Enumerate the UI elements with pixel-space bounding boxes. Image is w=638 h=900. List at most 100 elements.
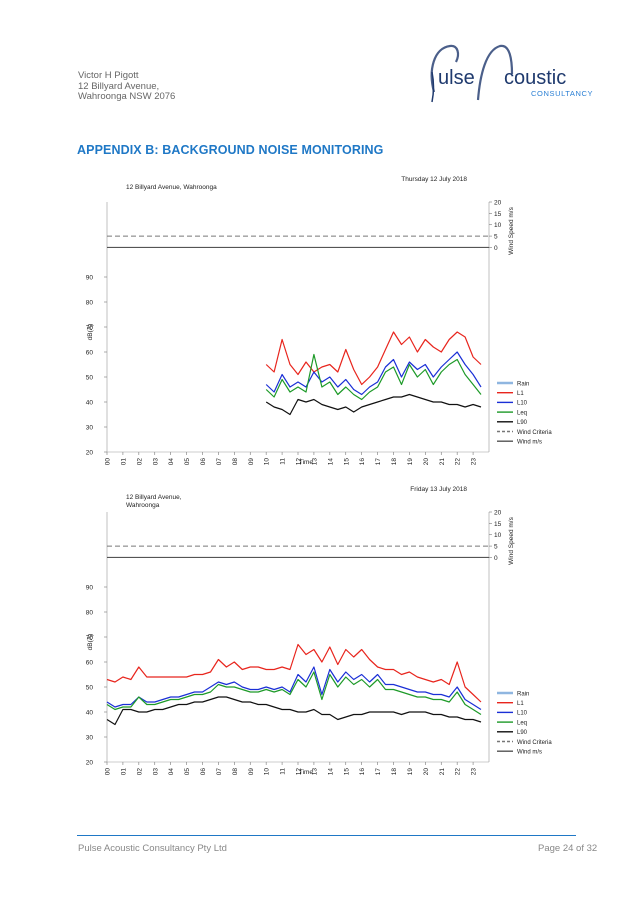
x-tick-label: 07 [216,768,223,776]
series-line-l90 [265,393,482,416]
y-axis-title: dB(A) [87,634,94,651]
series-line-l1 [265,331,482,386]
y2-tick-label: 5 [494,234,498,241]
x-tick-label: 18 [391,458,398,466]
y2-tick-label: 0 [494,555,498,562]
x-tick-label: 23 [471,458,478,466]
x-tick-label: 06 [200,768,207,776]
y-tick-label: 60 [86,350,94,357]
series-line-l90 [106,696,482,726]
x-tick-label: 16 [359,458,366,466]
series-line-l1 [106,643,482,703]
legend-label: L10 [517,401,528,407]
client-address: Victor H Pigott 12 Billyard Avenue, Wahr… [78,70,175,103]
x-tick-label: 23 [471,768,478,776]
y2-tick-label: 10 [494,532,502,539]
x-tick-label: 11 [280,458,287,465]
legend-label: L90 [517,730,528,736]
noise-chart-thursday: Thursday 12 July 2018 12 Billyard Avenue,… [0,168,638,498]
x-tick-label: 18 [391,768,398,776]
series-line-leq [106,671,482,716]
legend-label: Wind Criteria [517,740,552,746]
x-tick-label: 10 [264,458,271,466]
series-line-leq [265,353,482,401]
x-tick-label: 09 [248,458,255,466]
x-tick-label: 09 [248,768,255,776]
y-tick-label: 70 [86,325,94,332]
x-tick-label: 03 [152,768,159,776]
address-line-2: 12 Billyard Avenue, [78,80,160,92]
y-tick-label: 90 [86,275,94,282]
legend-label: L10 [517,711,528,717]
logo-word-2: coustic [504,67,566,89]
x-tick-label: 11 [280,768,287,775]
x-tick-label: 12 [296,458,303,466]
x-tick-label: 01 [120,768,127,776]
series-line-l10 [106,666,482,711]
y2-tick-label: 15 [494,521,502,528]
x-tick-label: 14 [327,458,334,466]
x-tick-label: 12 [296,768,303,776]
legend-label: Wind m/s [517,440,542,446]
series-line-l10 [265,351,482,396]
x-tick-label: 13 [311,458,318,466]
x-tick-label: 02 [136,768,143,776]
legend-label: Rain [517,691,529,697]
y-tick-label: 20 [86,760,94,767]
y2-tick-label: 10 [494,222,502,229]
y2-axis-title: Wind Speed m/s [508,516,515,564]
x-tick-label: 03 [152,458,159,466]
chart-location: 12 Billyard Avenue, [126,494,182,501]
noise-chart-friday: Friday 13 July 2018 12 Billyard Avenue, Wa… [0,478,638,808]
x-axis-title: Time [299,459,314,466]
x-tick-label: 19 [407,458,414,466]
x-tick-label: 10 [264,768,271,776]
y-tick-label: 70 [86,635,94,642]
chart-svg: Friday 13 July 2018 12 Billyard Avenue,Wa… [86,486,553,776]
chart-location: Wahroonga [126,502,160,509]
legend-label: Wind Criteria [517,430,552,436]
footer-divider [77,835,576,836]
x-tick-label: 00 [105,768,112,776]
x-tick-label: 17 [375,768,382,776]
chart-svg: Thursday 12 July 2018 12 Billyard Avenue,… [86,176,553,466]
y-tick-label: 80 [86,300,94,307]
footer-company: Pulse Acoustic Consultancy Pty Ltd [78,843,227,854]
x-tick-label: 04 [168,768,175,776]
y-tick-label: 30 [86,735,94,742]
x-tick-label: 19 [407,768,414,776]
y2-tick-label: 5 [494,544,498,551]
logo-a-arc [476,44,514,101]
y2-tick-label: 20 [494,510,502,517]
x-tick-label: 00 [105,458,112,466]
legend-label: L90 [517,420,528,426]
x-tick-label: 08 [232,768,239,776]
logo-tagline: CONSULTANCY [531,89,593,98]
y-tick-label: 60 [86,660,94,667]
logo-word-1: ulse [438,67,475,89]
x-tick-label: 20 [423,768,430,776]
chart-location: 12 Billyard Avenue, Wahroonga [126,184,217,191]
x-tick-label: 07 [216,458,223,466]
page-heading: APPENDIX B: BACKGROUND NOISE MONITORING [77,143,384,157]
y-axis-title: dB(A) [87,324,94,341]
x-tick-label: 15 [343,768,350,776]
x-tick-label: 20 [423,458,430,466]
footer-page-number: Page 24 of 32 [538,843,598,854]
x-tick-label: 06 [200,458,207,466]
x-tick-label: 13 [311,768,318,776]
chart-date: Thursday 12 July 2018 [401,176,467,183]
x-tick-label: 14 [327,768,334,776]
y2-tick-label: 15 [494,211,502,218]
legend-label: Wind m/s [517,750,542,756]
y-tick-label: 40 [86,400,94,407]
company-logo: ulse coustic CONSULTANCY [420,40,595,110]
y2-tick-label: 0 [494,245,498,252]
x-tick-label: 01 [120,458,127,466]
x-tick-label: 17 [375,458,382,466]
legend-label: L1 [517,701,524,707]
y2-axis-title: Wind Speed m/s [508,206,515,254]
x-tick-label: 15 [343,458,350,466]
x-tick-label: 21 [439,768,446,776]
x-axis-title: Time [299,769,314,776]
